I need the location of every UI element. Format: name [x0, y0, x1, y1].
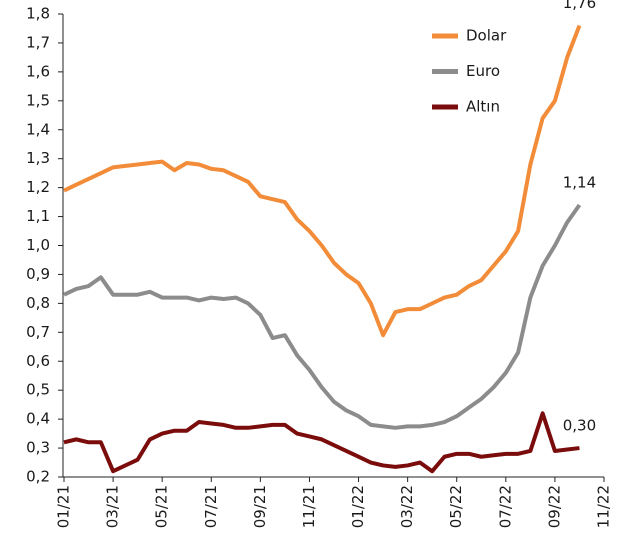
- y-tick-label: 1,4: [26, 120, 50, 138]
- y-tick-label: 1,2: [26, 178, 50, 196]
- x-tick-label: 03/22: [398, 485, 416, 528]
- y-tick-label: 1,8: [26, 5, 50, 23]
- line-series: [63, 24, 582, 338]
- x-tick-label: 05/21: [153, 485, 171, 528]
- x-tick-label: 07/22: [496, 485, 514, 528]
- legend-label: Altın: [466, 98, 500, 116]
- y-tick-label: 1,7: [26, 33, 50, 51]
- x-tick-label: 03/21: [104, 485, 122, 528]
- legend-label: Dolar: [466, 27, 507, 45]
- x-tick-label: 01/21: [55, 485, 73, 528]
- line-series: [63, 203, 582, 430]
- y-tick-label: 1,1: [26, 207, 50, 225]
- y-tick-label: 0,4: [26, 410, 50, 428]
- x-tick-label: 01/22: [349, 485, 367, 528]
- y-tick-label: 1,6: [26, 62, 50, 80]
- y-tick-label: 1,3: [26, 149, 50, 167]
- value-label: 1,14: [563, 173, 596, 191]
- x-tick-label: 07/21: [202, 485, 220, 528]
- value-label: 0,30: [563, 417, 596, 435]
- x-tick-label: 11/21: [300, 485, 318, 528]
- x-tick-label: 09/21: [251, 485, 269, 528]
- legend-label: Euro: [466, 62, 500, 80]
- y-tick-label: 1,5: [26, 91, 50, 109]
- y-tick-label: 0,3: [26, 439, 50, 457]
- y-tick-label: 0,9: [26, 265, 50, 283]
- y-tick-label: 0,8: [26, 294, 50, 312]
- y-tick-label: 0,6: [26, 352, 50, 370]
- x-tick-label: 05/22: [447, 485, 465, 528]
- value-label: 1,76: [563, 0, 596, 12]
- x-tick-label: 11/22: [595, 485, 613, 528]
- y-tick-label: 0,5: [26, 381, 50, 399]
- y-tick-label: 0,2: [26, 468, 50, 486]
- x-tick-label: 09/22: [545, 485, 563, 528]
- y-tick-label: 0,7: [26, 323, 50, 341]
- line-series: [63, 411, 580, 474]
- y-tick-label: 1,0: [26, 236, 50, 254]
